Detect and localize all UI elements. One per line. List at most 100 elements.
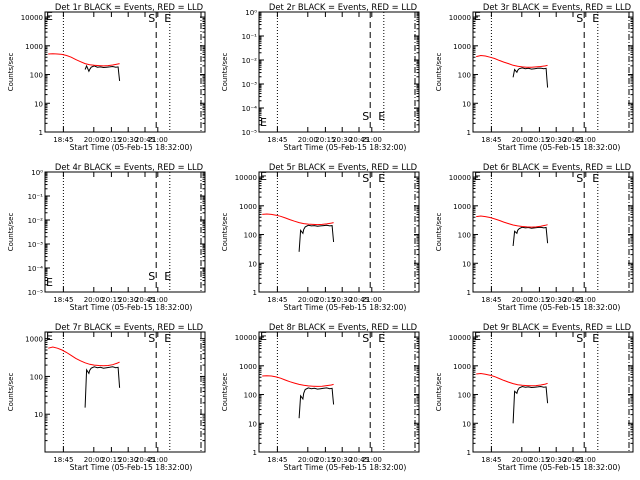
panel-title: Det 9r BLACK = Events, RED = LLD: [483, 322, 631, 332]
plot-frame: [258, 171, 420, 293]
x-tick-label: 20:15: [529, 456, 549, 464]
x-tick-label: 18:45: [267, 456, 287, 464]
y-tick-label: 10000: [235, 174, 257, 182]
x-tick-label: 20:15: [315, 456, 335, 464]
y-tick-label: 10⁻⁴: [242, 105, 258, 113]
y-tick-label: 10⁻³: [242, 81, 258, 89]
start-marker-label: S: [576, 332, 583, 345]
series-line-events: [512, 385, 549, 424]
y-axis-label: Counts/sec: [435, 53, 443, 92]
end-marker-label: E: [592, 12, 599, 25]
x-tick-label: 20:45: [349, 296, 369, 304]
plot-frame: [44, 331, 206, 453]
y-tick-label: 10000: [235, 334, 257, 342]
start-marker-label: S: [362, 332, 369, 345]
y-axis-label: Counts/sec: [7, 213, 15, 252]
y-tick-label: 1000: [453, 203, 471, 211]
y-tick-label: 100: [244, 392, 257, 400]
series-line-events: [512, 226, 549, 247]
x-tick-label: 20:45: [135, 136, 155, 144]
end-marker-label: E: [378, 332, 385, 345]
y-tick-label: 1: [253, 289, 257, 297]
y-tick-label: 1000: [25, 336, 43, 344]
panel-title: Det 7r BLACK = Events, RED = LLD: [55, 322, 203, 332]
x-tick-label: 20:00: [298, 136, 318, 144]
corner-marker-label: E: [474, 10, 481, 23]
panel-det-4: Det 4r BLACK = Events, RED = LLD 10⁻⁵ 10⁻⁴…: [7, 162, 206, 312]
y-tick-label: 10: [462, 420, 471, 428]
end-marker-label: E: [164, 12, 171, 25]
x-tick-label: 18:45: [53, 296, 73, 304]
x-tick-label: 18:45: [267, 296, 287, 304]
y-axis-label: Counts/sec: [221, 373, 229, 412]
x-axis-label: Start Time (05-Feb-15 18:32:00): [70, 303, 193, 312]
x-tick-label: 21:00: [576, 296, 596, 304]
x-tick-label: 20:45: [563, 136, 583, 144]
panel-det-2: Det 2r BLACK = Events, RED = LLD 10⁻⁵ 10⁻⁴…: [221, 2, 420, 152]
y-tick-label: 10: [34, 100, 43, 108]
y-tick-label: 10: [34, 411, 43, 419]
x-tick-label: 18:45: [53, 136, 73, 144]
y-tick-label: 10000: [449, 14, 471, 22]
start-marker-label: S: [362, 172, 369, 185]
x-axis-label: Start Time (05-Feb-15 18:32:00): [498, 463, 621, 472]
x-tick-label: 20:45: [563, 296, 583, 304]
plot-frame: [44, 171, 206, 293]
x-tick-label: 21:00: [362, 296, 382, 304]
x-tick-label: 20:15: [315, 136, 335, 144]
series-line-lld: [262, 375, 334, 387]
end-marker-label: E: [378, 172, 385, 185]
panel-title: Det 5r BLACK = Events, RED = LLD: [269, 162, 417, 172]
y-axis-label: Counts/sec: [7, 53, 15, 92]
corner-marker-label: E: [46, 10, 53, 23]
x-tick-label: 21:00: [576, 136, 596, 144]
series-line-lld: [48, 346, 120, 367]
x-tick-label: 20:30: [546, 456, 566, 464]
x-tick-label: 20:15: [529, 296, 549, 304]
y-tick-label: 1: [467, 449, 471, 457]
x-axis-label: Start Time (05-Feb-15 18:32:00): [284, 463, 407, 472]
x-axis-label: Start Time (05-Feb-15 18:32:00): [70, 143, 193, 152]
end-marker-label: E: [592, 332, 599, 345]
y-tick-label: 1: [253, 449, 257, 457]
x-tick-label: 21:00: [148, 136, 168, 144]
y-axis-label: Counts/sec: [435, 373, 443, 412]
corner-marker-label: E: [46, 330, 53, 343]
series-line-events: [298, 387, 335, 419]
x-tick-label: 20:15: [101, 456, 121, 464]
x-tick-label: 20:00: [298, 456, 318, 464]
x-tick-label: 20:30: [332, 456, 352, 464]
start-marker-label: S: [148, 12, 155, 25]
y-tick-label: 10⁰: [245, 9, 257, 17]
x-tick-label: 21:00: [148, 456, 168, 464]
corner-marker-label: E: [260, 330, 267, 343]
x-tick-label: 18:45: [481, 296, 501, 304]
x-axis-label: Start Time (05-Feb-15 18:32:00): [284, 303, 407, 312]
plot-frame: [258, 11, 420, 133]
x-tick-label: 20:45: [349, 456, 369, 464]
x-axis-label: Start Time (05-Feb-15 18:32:00): [284, 143, 407, 152]
x-tick-label: 20:45: [349, 136, 369, 144]
x-tick-label: 20:15: [101, 296, 121, 304]
corner-marker-label: E: [260, 170, 267, 183]
x-tick-label: 20:00: [84, 296, 104, 304]
start-marker-label: S: [148, 332, 155, 345]
series-line-lld: [476, 372, 548, 387]
end-marker-label: E: [592, 172, 599, 185]
panel-title: Det 4r BLACK = Events, RED = LLD: [55, 162, 203, 172]
panel-det-6: Det 6r BLACK = Events, RED = LLD 1 10 100 10…: [435, 162, 634, 312]
x-tick-label: 20:15: [101, 136, 121, 144]
x-tick-label: 20:00: [512, 136, 532, 144]
y-axis-label: Counts/sec: [221, 53, 229, 92]
plot-frame: [472, 331, 634, 453]
x-tick-label: 20:00: [84, 456, 104, 464]
x-tick-label: 20:45: [135, 296, 155, 304]
end-marker-label: E: [378, 110, 385, 123]
x-tick-label: 20:30: [118, 136, 138, 144]
x-tick-label: 20:30: [332, 296, 352, 304]
y-tick-label: 1000: [25, 43, 43, 51]
y-tick-label: 1000: [453, 363, 471, 371]
series-line-events: [84, 64, 121, 81]
series-line-lld: [48, 53, 120, 67]
